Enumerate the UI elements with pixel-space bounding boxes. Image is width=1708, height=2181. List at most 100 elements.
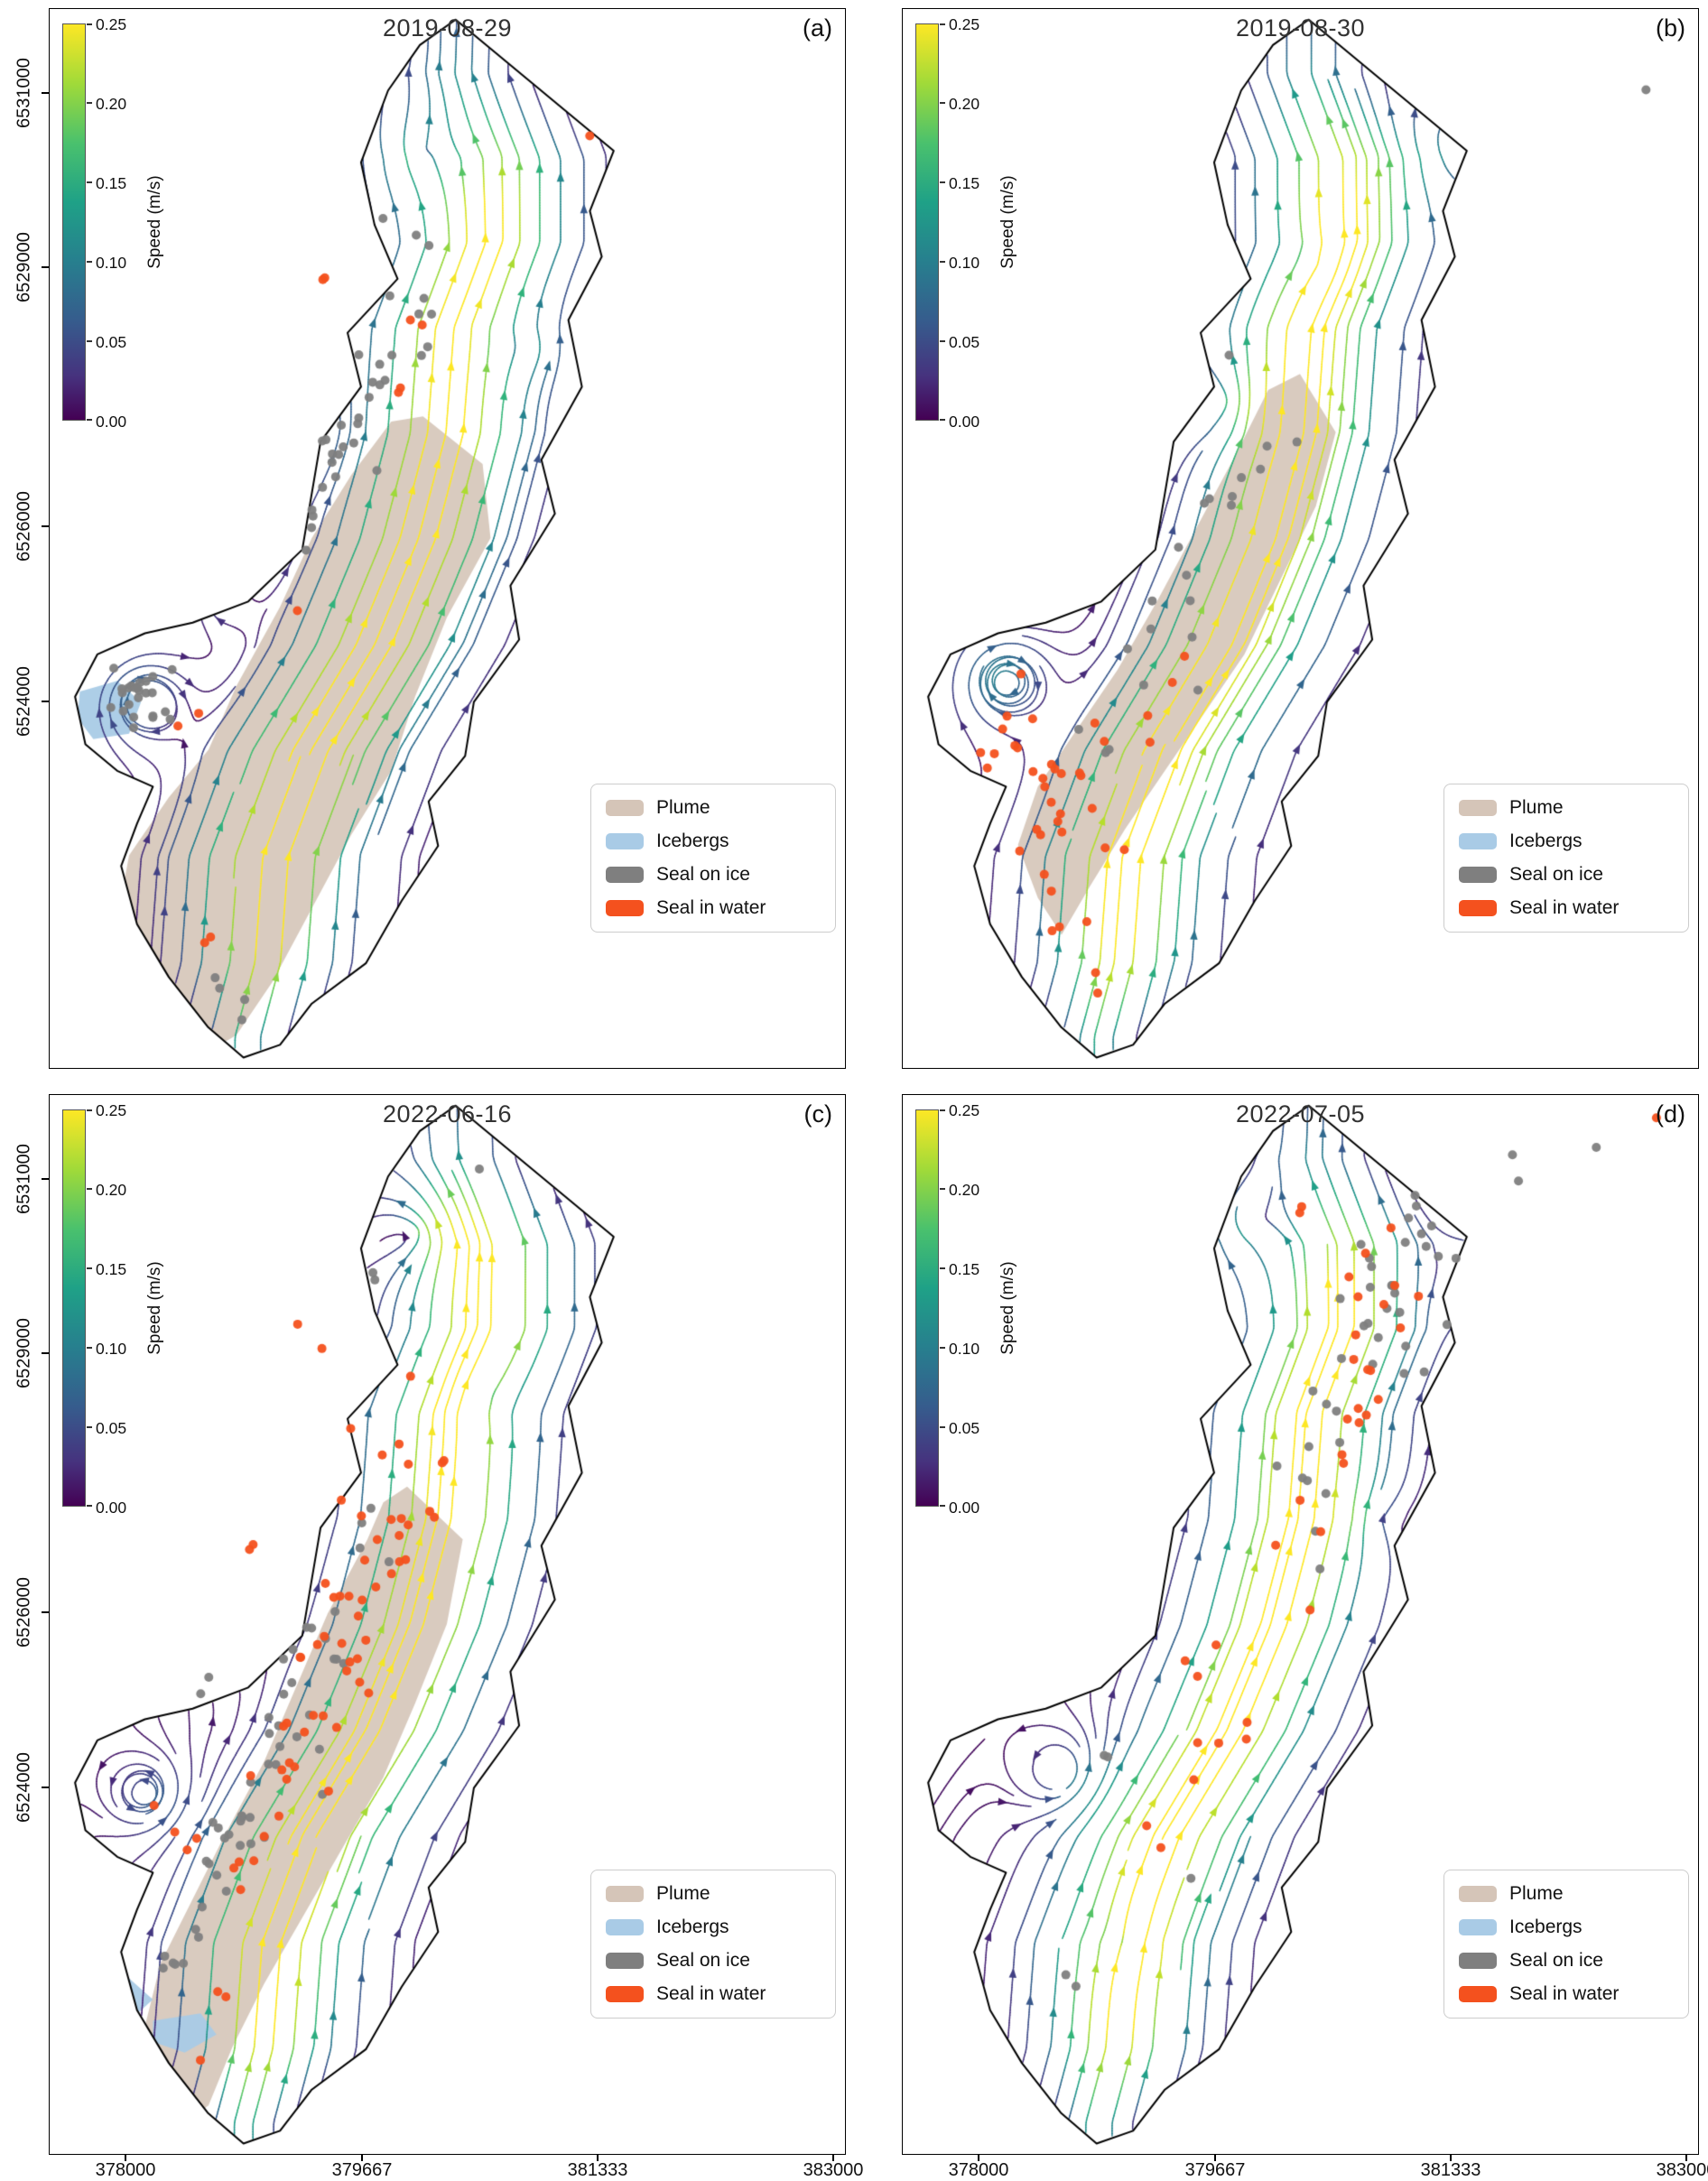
- y-tick-label: 6529000: [14, 232, 34, 302]
- legend-label: Seal on ice: [656, 1950, 750, 1971]
- legend-item-seal-in-water: Seal in water: [1459, 897, 1674, 919]
- legend-label: Seal in water: [1509, 1983, 1620, 2004]
- panel-label: (c): [803, 1100, 832, 1128]
- tick-mark: [1214, 2155, 1216, 2161]
- legend-item-plume: Plume: [1459, 1883, 1674, 1905]
- colorbar: 0.25 0.20 0.15 0.10 0.05 0.00 Speed (m/s…: [915, 1101, 1037, 1538]
- legend-label: Plume: [1509, 797, 1564, 818]
- colorbar-tick-label: 0.20: [96, 95, 127, 113]
- panel-d: 2022-07-05 (d) 0.25 0.20 0.15 0.10 0.05 …: [902, 1094, 1699, 2155]
- legend-item-plume: Plume: [1459, 797, 1674, 819]
- colorbar-gradient: [62, 1109, 86, 1507]
- legend-label: Seal on ice: [1509, 864, 1603, 885]
- tick-mark: [597, 2155, 599, 2161]
- x-tick-label: 383000: [1656, 2160, 1708, 2180]
- legend-label: Plume: [656, 1883, 710, 1904]
- panel-a: 2019-08-29 (a) 0.25 0.20 0.15 0.10 0.05 …: [49, 8, 846, 1069]
- plume-swatch: [606, 1886, 644, 1902]
- panel-label: (d): [1656, 1100, 1685, 1128]
- panel-b: 2019-08-30 (b) 0.25 0.20 0.15 0.10 0.05 …: [902, 8, 1699, 1069]
- x-tick-label: 381333: [567, 2160, 628, 2180]
- colorbar-tick-label: 0.10: [96, 1340, 127, 1358]
- plume-swatch: [1459, 800, 1497, 816]
- tick-mark: [361, 2155, 363, 2161]
- legend-label: Icebergs: [1509, 1916, 1583, 1937]
- plume-swatch: [606, 800, 644, 816]
- colorbar-tick-label: 0.20: [949, 1181, 980, 1199]
- colorbar-axis-label: Speed (m/s): [145, 1261, 164, 1355]
- colorbar-axis-label: Speed (m/s): [998, 175, 1017, 269]
- legend-item-seal-on-ice: Seal on ice: [1459, 864, 1674, 886]
- x-tick-label: 381333: [1420, 2160, 1481, 2180]
- panel-title: 2019-08-29: [382, 14, 513, 42]
- y-tick-label: 6531000: [14, 1144, 34, 1214]
- tick-mark: [42, 1178, 49, 1180]
- legend-item-icebergs: Icebergs: [606, 1916, 821, 1938]
- colorbar-tick-label: 0.15: [96, 1260, 127, 1278]
- x-tick-label: 383000: [803, 2160, 864, 2180]
- legend-label: Plume: [1509, 1883, 1564, 1904]
- colorbar-tick-label: 0.15: [96, 174, 127, 192]
- colorbar-tick-label: 0.00: [949, 1499, 980, 1517]
- colorbar-tick-label: 0.15: [949, 1260, 980, 1278]
- legend-label: Seal on ice: [1509, 1950, 1603, 1971]
- colorbar: 0.25 0.20 0.15 0.10 0.05 0.00 Speed (m/s…: [62, 15, 184, 452]
- tick-mark: [1685, 2155, 1687, 2161]
- legend-item-plume: Plume: [606, 797, 821, 819]
- seal-in-water-swatch: [606, 1986, 644, 2002]
- legend-label: Icebergs: [1509, 831, 1583, 851]
- icebergs-swatch: [1459, 833, 1497, 849]
- x-tick-label: 378000: [948, 2160, 1009, 2180]
- colorbar-tick-label: 0.05: [949, 1419, 980, 1437]
- legend-item-icebergs: Icebergs: [1459, 831, 1674, 852]
- panel-label: (a): [803, 14, 832, 42]
- colorbar-tick-label: 0.05: [96, 333, 127, 351]
- colorbar: 0.25 0.20 0.15 0.10 0.05 0.00 Speed (m/s…: [915, 15, 1037, 452]
- panel-title: 2019-08-30: [1235, 14, 1366, 42]
- legend-item-icebergs: Icebergs: [1459, 1916, 1674, 1938]
- tick-mark: [832, 2155, 834, 2161]
- colorbar-tick-label: 0.00: [949, 413, 980, 431]
- tick-mark: [42, 1787, 49, 1788]
- y-tick-label: 6524000: [14, 1752, 34, 1823]
- colorbar-tick-label: 0.05: [949, 333, 980, 351]
- colorbar-tick-label: 0.10: [949, 1340, 980, 1358]
- seal-in-water-swatch: [1459, 1986, 1497, 2002]
- tick-mark: [42, 1352, 49, 1354]
- colorbar-axis-label: Speed (m/s): [998, 1261, 1017, 1355]
- colorbar-tick-label: 0.25: [96, 1101, 127, 1119]
- colorbar-tick-label: 0.10: [96, 254, 127, 272]
- tick-mark: [42, 92, 49, 94]
- legend-label: Seal in water: [656, 1983, 766, 2004]
- colorbar-tick-label: 0.05: [96, 1419, 127, 1437]
- colorbar-tick-label: 0.00: [96, 1499, 127, 1517]
- x-tick-label: 379667: [331, 2160, 393, 2180]
- legend-item-seal-on-ice: Seal on ice: [606, 1950, 821, 1972]
- colorbar-tick-label: 0.20: [96, 1181, 127, 1199]
- tick-mark: [125, 2155, 126, 2161]
- y-tick-label: 6526000: [14, 1577, 34, 1647]
- legend-item-seal-in-water: Seal in water: [606, 897, 821, 919]
- colorbar-gradient: [915, 1109, 939, 1507]
- seal-in-water-swatch: [1459, 900, 1497, 916]
- seal-on-ice-swatch: [606, 1953, 644, 1969]
- plume-swatch: [1459, 1886, 1497, 1902]
- panel-label: (b): [1656, 14, 1685, 42]
- tick-mark: [1450, 2155, 1452, 2161]
- colorbar-axis-label: Speed (m/s): [145, 175, 164, 269]
- legend-item-seal-on-ice: Seal on ice: [606, 864, 821, 886]
- colorbar-tick-label: 0.20: [949, 95, 980, 113]
- colorbar-tick-label: 0.00: [96, 413, 127, 431]
- x-tick-label: 378000: [95, 2160, 156, 2180]
- legend-item-seal-on-ice: Seal on ice: [1459, 1950, 1674, 1972]
- seal-on-ice-swatch: [606, 867, 644, 883]
- icebergs-swatch: [606, 1919, 644, 1935]
- legend-label: Seal in water: [1509, 897, 1620, 918]
- icebergs-swatch: [1459, 1919, 1497, 1935]
- legend-item-icebergs: Icebergs: [606, 831, 821, 852]
- y-tick-label: 6526000: [14, 491, 34, 561]
- legend-label: Seal on ice: [656, 864, 750, 885]
- legend: Plume Icebergs Seal on ice Seal in water: [590, 1870, 836, 2019]
- tick-mark: [42, 266, 49, 268]
- colorbar-gradient: [915, 23, 939, 421]
